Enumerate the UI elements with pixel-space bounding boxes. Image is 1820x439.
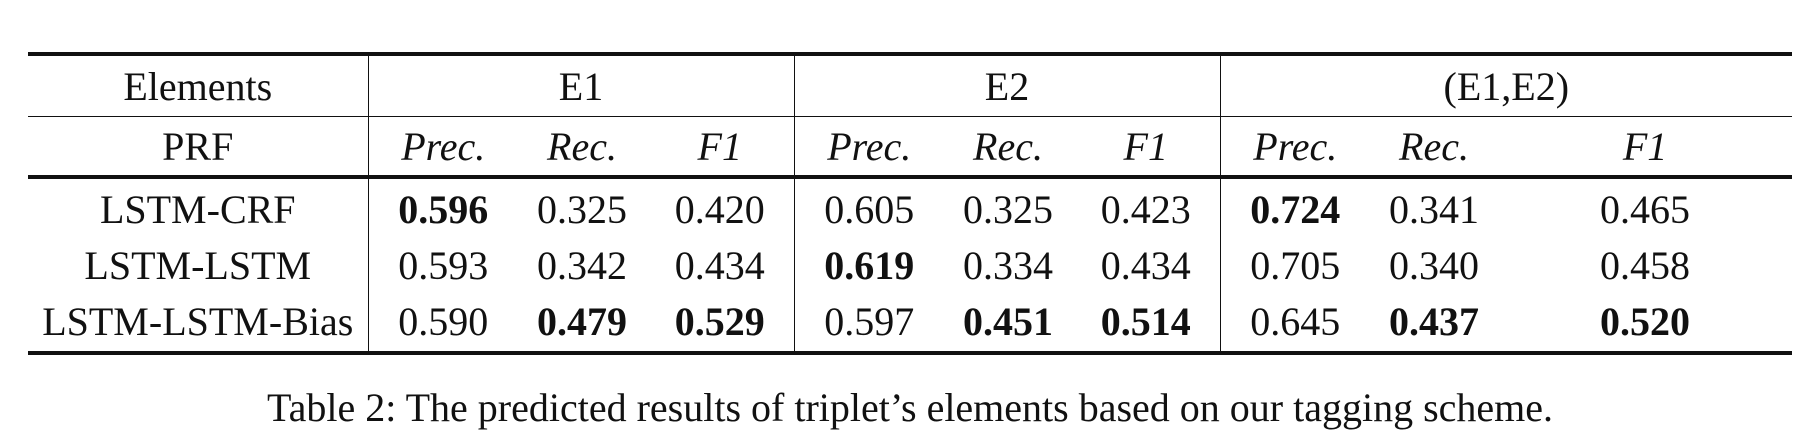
- cell-e1-rec: 0.479: [537, 298, 627, 344]
- cell-e1-f1: 0.434: [646, 237, 795, 293]
- results-table-container: Elements E1 E2 (E1,E2) PRF Prec. Rec. F1…: [28, 52, 1793, 355]
- metric-f1: F1: [646, 116, 795, 179]
- model-name: LSTM-LSTM: [28, 237, 369, 293]
- cell-e1-prec: 0.590: [398, 298, 489, 344]
- header-prf-label: PRF: [28, 116, 369, 179]
- cell-e2-rec: 0.451: [963, 298, 1054, 344]
- header-group-e2: E2: [794, 54, 1221, 117]
- table-caption: Table 2: The predicted results of triple…: [266, 385, 1554, 430]
- cell-e1-prec: 0.593: [398, 242, 489, 288]
- header-row-metrics: PRF Prec. Rec. F1 Prec. Rec. F1 Prec. Re…: [28, 116, 1793, 179]
- cell-e2-rec: 0.325: [963, 186, 1054, 232]
- cell-e2-f1: 0.514: [1072, 293, 1221, 353]
- cell-e1e2-f1: 0.520: [1600, 298, 1691, 344]
- cell-e2-prec: 0.619: [824, 242, 915, 288]
- metric-prec: Prec.: [1220, 116, 1371, 179]
- cell-e1-f1: 0.420: [646, 177, 795, 237]
- metric-rec: Rec.: [518, 116, 646, 179]
- metric-prec: Prec.: [794, 116, 945, 179]
- cell-e2-prec: 0.597: [824, 298, 915, 344]
- cell-e2-rec: 0.334: [963, 242, 1054, 288]
- header-group-e1e2: (E1,E2): [1220, 54, 1793, 117]
- model-name: LSTM-LSTM-Bias: [28, 293, 369, 353]
- cell-e2-prec: 0.605: [824, 186, 915, 232]
- cell-e1-rec: 0.325: [537, 186, 627, 232]
- cell-e1-prec: 0.596: [398, 186, 489, 232]
- metric-f1: F1: [1498, 116, 1793, 179]
- cell-e1e2-prec: 0.705: [1250, 242, 1341, 288]
- cell-e1e2-prec: 0.724: [1250, 186, 1341, 232]
- cell-e1e2-prec: 0.645: [1250, 298, 1341, 344]
- cell-e1-rec: 0.342: [537, 242, 627, 288]
- model-name: LSTM-CRF: [28, 177, 369, 237]
- metric-rec: Rec.: [944, 116, 1073, 179]
- metric-prec: Prec.: [368, 116, 518, 179]
- cell-e2-f1: 0.423: [1072, 177, 1221, 237]
- header-row-groups: Elements E1 E2 (E1,E2): [28, 54, 1793, 117]
- results-table: Elements E1 E2 (E1,E2) PRF Prec. Rec. F1…: [28, 52, 1793, 355]
- cell-e1e2-f1: 0.465: [1600, 186, 1691, 232]
- cell-e1e2-f1: 0.458: [1600, 242, 1691, 288]
- table-row: LSTM-CRF 0.596 0.325 0.420 0.605 0.325 0…: [28, 177, 1792, 237]
- header-elements-label: Elements: [28, 54, 369, 117]
- cell-e1e2-rec: 0.340: [1389, 242, 1480, 288]
- cell-e1e2-rec: 0.437: [1389, 298, 1480, 344]
- header-group-e1: E1: [368, 54, 795, 117]
- metric-f1: F1: [1072, 116, 1221, 179]
- metric-rec: Rec.: [1370, 116, 1499, 179]
- cell-e1-f1: 0.529: [646, 293, 795, 353]
- table-row: LSTM-LSTM-Bias 0.590 0.479 0.529 0.597 0…: [28, 293, 1792, 353]
- table-row: LSTM-LSTM 0.593 0.342 0.434 0.619 0.334 …: [28, 237, 1792, 293]
- cell-e2-f1: 0.434: [1072, 237, 1221, 293]
- cell-e1e2-rec: 0.341: [1389, 186, 1480, 232]
